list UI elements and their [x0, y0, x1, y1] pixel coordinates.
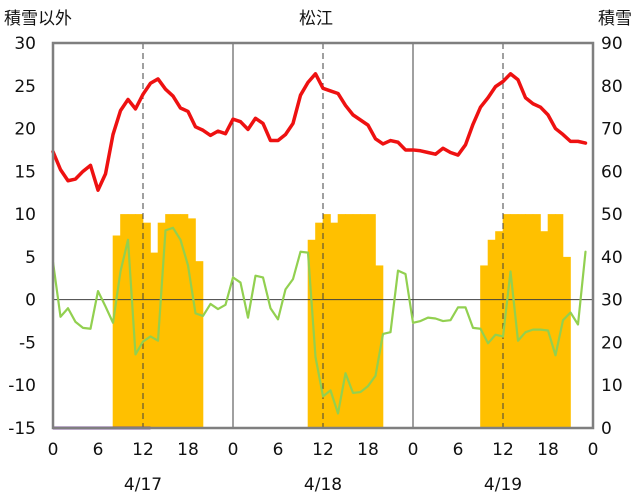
- grid-lines: [53, 43, 593, 428]
- date-label: 4/19: [484, 475, 522, 495]
- right-tick-label: 40: [601, 248, 623, 268]
- snow-bar: [150, 252, 159, 428]
- date-label: 4/17: [124, 475, 162, 495]
- snow-bar: [367, 214, 376, 428]
- snow-bar: [525, 214, 534, 428]
- snow-bar: [510, 214, 519, 428]
- snow-bar: [487, 239, 496, 428]
- left-tick-label: 30: [14, 34, 36, 54]
- left-tick-label: 5: [25, 248, 36, 268]
- left-tick-label: 0: [25, 291, 36, 311]
- x-tick-label: 0: [228, 440, 239, 460]
- x-tick-label: 6: [93, 440, 104, 460]
- x-tick-label: 12: [492, 440, 514, 460]
- snow-bar: [195, 261, 204, 428]
- left-tick-label: 10: [14, 205, 36, 225]
- right-tick-label: 50: [601, 205, 623, 225]
- snow-bar: [157, 222, 166, 428]
- x-tick-label: 18: [357, 440, 379, 460]
- snow-bar: [375, 265, 384, 428]
- date-labels: 4/17 4/18 4/19: [124, 475, 522, 495]
- snow-bar: [165, 214, 174, 428]
- snow-bar: [112, 235, 121, 428]
- x-tick-label: 18: [537, 440, 559, 460]
- snow-bar: [360, 214, 369, 428]
- snow-bar: [502, 214, 511, 428]
- left-tick-label: 25: [14, 77, 36, 97]
- snow-bar: [562, 256, 571, 428]
- left-tick-label: 15: [14, 162, 36, 182]
- right-tick-label: 90: [601, 34, 623, 54]
- x-tick-label: 6: [453, 440, 464, 460]
- left-tick-label: -5: [19, 333, 36, 353]
- snow-bar: [555, 214, 564, 428]
- snow-bar: [120, 214, 129, 428]
- x-tick-label: 6: [273, 440, 284, 460]
- snow-bar: [495, 231, 504, 428]
- green-series-line: [51, 226, 587, 415]
- snow-bar: [315, 222, 324, 428]
- x-tick-label: 12: [312, 440, 334, 460]
- snow-bar: [517, 214, 526, 428]
- snow-bar: [345, 214, 354, 428]
- x-tick-label: 0: [588, 440, 599, 460]
- snow-bar: [480, 265, 489, 428]
- right-tick-label: 20: [601, 333, 623, 353]
- snow-bar: [142, 222, 151, 428]
- left-axis-label: 積雪以外: [4, 9, 72, 29]
- right-tick-label: 80: [601, 77, 623, 97]
- right-tick-label: 30: [601, 291, 623, 311]
- snow-bar: [352, 214, 361, 428]
- snow-bar: [532, 214, 541, 428]
- right-axis-label: 積雪: [598, 9, 632, 29]
- snow-bar: [135, 214, 144, 428]
- left-tick-label: -10: [8, 376, 36, 396]
- x-tick-label: 18: [177, 440, 199, 460]
- chart-title: 松江: [299, 9, 333, 29]
- right-tick-label: 0: [601, 419, 612, 439]
- snow-bar: [547, 214, 556, 428]
- x-tick-label: 12: [132, 440, 154, 460]
- x-tick-label: 0: [408, 440, 419, 460]
- right-axis-ticks: 90 80 70 60 50 40 30 20 10 0: [601, 34, 623, 439]
- snow-bar: [330, 222, 339, 428]
- left-axis-ticks: 30 25 20 15 10 5 0 -5 -10 -15: [8, 34, 36, 439]
- snow-bar: [180, 214, 189, 428]
- snow-bar: [337, 214, 346, 428]
- red-series-line: [51, 72, 588, 192]
- snow-bar: [307, 239, 316, 428]
- snow-bar: [187, 218, 196, 428]
- left-tick-label: 20: [14, 120, 36, 140]
- x-axis-ticks: 0 6 12 18 0 6 12 18 0 6 12 18 0: [48, 440, 599, 460]
- x-tick-label: 0: [48, 440, 59, 460]
- date-label: 4/18: [304, 475, 342, 495]
- right-tick-label: 10: [601, 376, 623, 396]
- snow-bar: [322, 214, 331, 428]
- right-tick-label: 60: [601, 162, 623, 182]
- left-tick-label: -15: [8, 419, 36, 439]
- snow-bar: [127, 214, 136, 428]
- snow-bar: [172, 214, 181, 428]
- right-tick-label: 70: [601, 120, 623, 140]
- plot-border: [51, 41, 595, 430]
- plot-frame: [51, 41, 595, 430]
